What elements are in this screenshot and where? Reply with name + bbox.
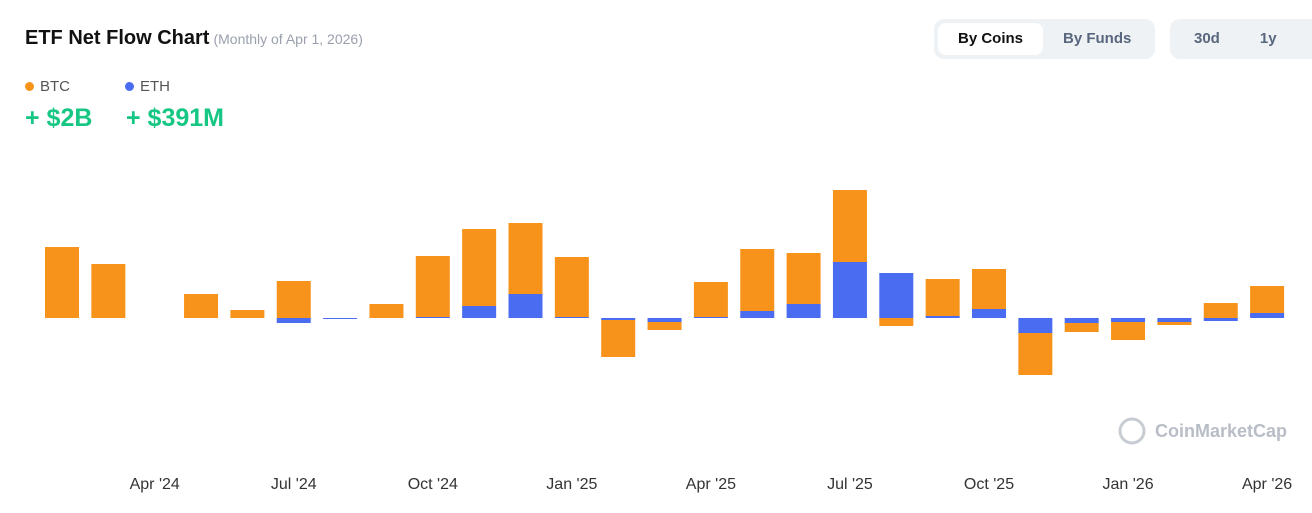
watermark-logo (1118, 417, 1146, 445)
bar-segment (276, 318, 311, 323)
legend-label: BTC (40, 78, 70, 95)
range-button[interactable]: 1y (1259, 30, 1277, 47)
bar-segment (693, 317, 728, 318)
bar-segment (879, 273, 914, 318)
bar-segment (230, 310, 265, 318)
bar-segment (323, 318, 358, 319)
bar-segment (647, 322, 682, 330)
bar-segment (45, 247, 79, 318)
legend-swatch (25, 82, 34, 91)
bar-segment (1203, 318, 1238, 321)
total-value: + $391M (126, 104, 224, 132)
bar-segment (462, 306, 497, 318)
bar-segment (1250, 313, 1285, 318)
x-tick-label: Jul '25 (827, 476, 873, 493)
bar-segment (601, 318, 636, 320)
bar-segment (508, 294, 543, 318)
bar-segment (972, 309, 1006, 318)
chart-title: ETF Net Flow Chart (25, 27, 210, 49)
chart-subtitle: (Monthly of Apr 1, 2026) (213, 31, 363, 47)
bar-segment (1111, 318, 1146, 322)
bar-segment (879, 318, 914, 326)
view-button[interactable]: By Funds (1063, 30, 1132, 47)
bar-segment (276, 281, 311, 318)
x-tick-label: Jan '25 (546, 476, 597, 493)
bar-segment (369, 304, 404, 318)
legend-swatch (125, 82, 134, 91)
bar-segment (647, 318, 682, 322)
view-button[interactable]: By Coins (938, 23, 1044, 55)
legend-label: ETH (140, 78, 170, 95)
x-tick-label: Oct '25 (964, 476, 1014, 493)
bar-segment (832, 190, 867, 262)
bar-segment (693, 282, 728, 317)
bar-segment (554, 257, 589, 317)
range-toggle: 30d 1y (1170, 19, 1312, 59)
bar-segment (740, 311, 775, 318)
bar-segment (1250, 286, 1285, 313)
bar-segment (1064, 318, 1099, 323)
bar-segment (1018, 318, 1053, 333)
x-tick-label: Oct '24 (408, 476, 458, 493)
bar-segment (1157, 322, 1192, 325)
bar-segment (184, 294, 219, 318)
legend-item: ETH (125, 78, 170, 95)
x-tick-label: Apr '25 (686, 476, 736, 493)
total-value: + $2B (25, 104, 93, 132)
bar-segment (1018, 333, 1053, 375)
bar-segment (786, 253, 821, 304)
bar-segment (415, 317, 450, 318)
x-tick-label: Apr '24 (130, 476, 180, 493)
bar-segment (554, 317, 589, 318)
bar-segment (925, 279, 960, 316)
x-tick-label: Jan '26 (1103, 476, 1154, 493)
bar-segment (508, 223, 543, 294)
legend-item: BTC (25, 78, 70, 95)
x-tick-label: Apr '26 (1242, 476, 1292, 493)
watermark-text: CoinMarketCap (1155, 421, 1287, 441)
bar-segment (91, 264, 126, 318)
bar-segment (462, 229, 497, 306)
bar-segment (415, 256, 450, 317)
chart-title-block: ETF Net Flow Chart (Monthly of Apr 1, 202… (25, 27, 363, 50)
watermark: CoinMarketCap (1118, 417, 1287, 445)
bar-segment (1111, 322, 1146, 340)
bar-segment (1203, 303, 1238, 318)
bar-segment (972, 269, 1006, 309)
bar-segment (786, 304, 821, 318)
bar-segment (1157, 318, 1192, 322)
bar-segment (1064, 323, 1099, 332)
range-button[interactable]: 30d (1194, 30, 1220, 47)
view-toggle: By Coins By Funds (934, 19, 1156, 59)
bar-segment (832, 262, 867, 318)
bar-segment (740, 249, 775, 311)
bar-segment (925, 316, 960, 318)
bar-segment (601, 320, 636, 357)
x-tick-label: Jul '24 (271, 476, 317, 493)
